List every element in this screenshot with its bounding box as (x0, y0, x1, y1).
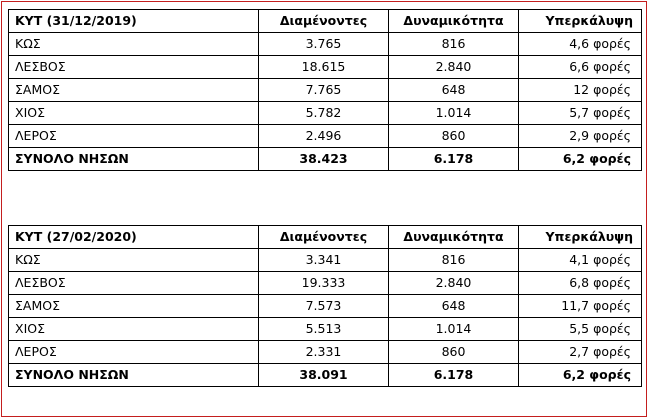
header-residents: Διαμένοντες (258, 9, 389, 33)
table-row: ΚΩΣ 3.341 816 4,1 φορές (8, 248, 642, 272)
total-label: ΣΥΝΟΛΟ ΝΗΣΩΝ (8, 147, 259, 171)
cell-island: ΣΑΜΟΣ (8, 78, 259, 102)
table-total-row: ΣΥΝΟΛΟ ΝΗΣΩΝ 38.091 6.178 6,2 φορές (8, 363, 642, 387)
cell-overcapacity: 4,6 φορές (518, 32, 642, 56)
table-header-row: ΚΥΤ (27/02/2020) Διαμένοντες Δυναμικότητ… (8, 225, 642, 249)
table-header-row: ΚΥΤ (31/12/2019) Διαμένοντες Δυναμικότητ… (8, 9, 642, 33)
cell-capacity: 816 (388, 248, 519, 272)
cell-residents: 19.333 (258, 271, 389, 295)
cell-residents: 7.765 (258, 78, 389, 102)
table-row: ΧΙΟΣ 5.782 1.014 5,7 φορές (8, 101, 642, 125)
kyt-table-2019: ΚΥΤ (31/12/2019) Διαμένοντες Δυναμικότητ… (8, 9, 642, 171)
header-overcapacity: Υπερκάλυψη (518, 9, 642, 33)
cell-residents: 3.765 (258, 32, 389, 56)
cell-island: ΧΙΟΣ (8, 101, 259, 125)
cell-capacity: 816 (388, 32, 519, 56)
header-center: ΚΥΤ (31/12/2019) (8, 9, 259, 33)
cell-island: ΚΩΣ (8, 32, 259, 56)
cell-island: ΚΩΣ (8, 248, 259, 272)
cell-overcapacity: 5,5 φορές (518, 317, 642, 341)
cell-residents: 2.496 (258, 124, 389, 148)
table-row: ΚΩΣ 3.765 816 4,6 φορές (8, 32, 642, 56)
cell-overcapacity: 6,6 φορές (518, 55, 642, 79)
table-row: ΛΕΡΟΣ 2.496 860 2,9 φορές (8, 124, 642, 148)
cell-residents: 7.573 (258, 294, 389, 318)
cell-island: ΛΕΡΟΣ (8, 340, 259, 364)
cell-island: ΛΕΡΟΣ (8, 124, 259, 148)
header-capacity: Δυναμικότητα (388, 9, 519, 33)
total-capacity: 6.178 (388, 363, 519, 387)
cell-overcapacity: 2,7 φορές (518, 340, 642, 364)
cell-capacity: 648 (388, 294, 519, 318)
total-capacity: 6.178 (388, 147, 519, 171)
cell-island: ΣΑΜΟΣ (8, 294, 259, 318)
cell-island: ΛΕΣΒΟΣ (8, 271, 259, 295)
cell-residents: 5.513 (258, 317, 389, 341)
table-row: ΣΑΜΟΣ 7.573 648 11,7 φορές (8, 294, 642, 318)
cell-capacity: 860 (388, 124, 519, 148)
cell-capacity: 1.014 (388, 101, 519, 125)
cell-capacity: 1.014 (388, 317, 519, 341)
header-overcapacity: Υπερκάλυψη (518, 225, 642, 249)
cell-island: ΛΕΣΒΟΣ (8, 55, 259, 79)
cell-overcapacity: 11,7 φορές (518, 294, 642, 318)
header-residents: Διαμένοντες (258, 225, 389, 249)
total-overcapacity: 6,2 φορές (518, 147, 642, 171)
table-row: ΣΑΜΟΣ 7.765 648 12 φορές (8, 78, 642, 102)
cell-island: ΧΙΟΣ (8, 317, 259, 341)
cell-overcapacity: 6,8 φορές (518, 271, 642, 295)
total-residents: 38.423 (258, 147, 389, 171)
header-capacity: Δυναμικότητα (388, 225, 519, 249)
cell-residents: 18.615 (258, 55, 389, 79)
table-total-row: ΣΥΝΟΛΟ ΝΗΣΩΝ 38.423 6.178 6,2 φορές (8, 147, 642, 171)
kyt-table-2020: ΚΥΤ (27/02/2020) Διαμένοντες Δυναμικότητ… (8, 225, 642, 387)
cell-overcapacity: 5,7 φορές (518, 101, 642, 125)
cell-residents: 5.782 (258, 101, 389, 125)
cell-residents: 3.341 (258, 248, 389, 272)
cell-overcapacity: 4,1 φορές (518, 248, 642, 272)
cell-capacity: 2.840 (388, 271, 519, 295)
cell-capacity: 860 (388, 340, 519, 364)
header-center: ΚΥΤ (27/02/2020) (8, 225, 259, 249)
table-row: ΧΙΟΣ 5.513 1.014 5,5 φορές (8, 317, 642, 341)
table-row: ΛΕΣΒΟΣ 19.333 2.840 6,8 φορές (8, 271, 642, 295)
table-row: ΛΕΡΟΣ 2.331 860 2,7 φορές (8, 340, 642, 364)
total-overcapacity: 6,2 φορές (518, 363, 642, 387)
total-residents: 38.091 (258, 363, 389, 387)
total-label: ΣΥΝΟΛΟ ΝΗΣΩΝ (8, 363, 259, 387)
cell-capacity: 2.840 (388, 55, 519, 79)
cell-capacity: 648 (388, 78, 519, 102)
table-row: ΛΕΣΒΟΣ 18.615 2.840 6,6 φορές (8, 55, 642, 79)
cell-overcapacity: 2,9 φορές (518, 124, 642, 148)
cell-residents: 2.331 (258, 340, 389, 364)
cell-overcapacity: 12 φορές (518, 78, 642, 102)
